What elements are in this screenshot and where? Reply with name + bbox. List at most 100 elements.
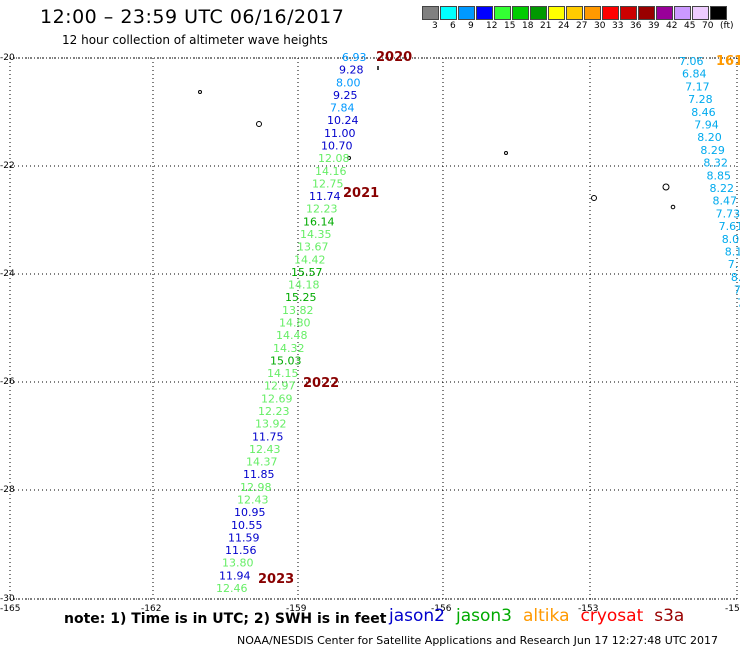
island-outline	[670, 204, 676, 210]
wave-height-value: 7.61	[719, 220, 740, 233]
satellite-name: altika	[523, 606, 570, 626]
latitude-label: -20	[0, 53, 15, 63]
wave-height-value: 8.20	[697, 131, 722, 144]
wave-height-value: 8.	[731, 271, 740, 284]
legend-label: 18	[522, 21, 534, 31]
legend-label: 27	[576, 21, 588, 31]
wave-height-value: 12.97	[264, 380, 296, 393]
wave-height-value: 7.28	[688, 93, 713, 106]
island-outline	[504, 151, 508, 155]
day-time-label: 2021	[343, 186, 379, 201]
wave-height-value: 11.56	[225, 544, 257, 557]
wave-height-value: 15.03	[270, 354, 302, 367]
wave-height-value: 15.57	[291, 266, 323, 279]
satellite-name: jason3	[456, 606, 512, 626]
wave-height-value: 7.84	[330, 102, 355, 115]
island-outline	[347, 156, 351, 160]
footer-note: note: 1) Time is in UTC; 2) SWH is in fe…	[64, 611, 387, 627]
legend-swatch	[692, 6, 709, 20]
wave-height-value: 11.00	[324, 127, 356, 140]
wave-height-value: 6.84	[682, 68, 707, 81]
legend-label: 3	[432, 21, 438, 31]
wave-height-value: 7.73	[716, 207, 740, 220]
legend-label: 15	[504, 21, 516, 31]
longitude-label: -156	[431, 604, 452, 614]
wave-height-value: 9.25	[333, 89, 358, 102]
day-time-label: 2022	[303, 376, 339, 391]
legend-swatch	[512, 6, 529, 20]
wave-height-value: 8.46	[691, 106, 716, 119]
island-outline	[198, 90, 202, 94]
island-outline	[662, 183, 670, 191]
legend-swatch	[638, 6, 655, 20]
wave-height-value: 7.	[728, 258, 739, 271]
longitude-label: -150	[725, 604, 740, 614]
legend-label: (ft)	[720, 21, 734, 31]
wave-height-value: 7.06	[679, 55, 704, 68]
wave-height-value: 11.94	[219, 569, 251, 582]
day-time-label: 2020	[376, 50, 412, 65]
day-time-label: 161	[716, 54, 740, 69]
legend-label: 33	[612, 21, 624, 31]
wave-height-value: 12.08	[318, 152, 350, 165]
longitude-label: -153	[578, 604, 598, 614]
color-legend: 3 6 9 12 15 18 21 24 27 30 33 36 39 42 45 70 (ft)	[422, 6, 734, 34]
wave-height-value: 7.17	[685, 80, 710, 93]
wave-height-value: 14.15	[267, 367, 299, 380]
wave-height-value: 12.75	[312, 177, 344, 190]
credit-line: NOAA/NESDIS Center for Satellite Applica…	[237, 634, 719, 647]
wave-height-value: 14.32	[273, 342, 305, 355]
legend-swatch	[566, 6, 583, 20]
wave-height-value: 14.18	[288, 279, 320, 292]
legend-swatch	[674, 6, 691, 20]
day-time-label: 2023	[258, 572, 294, 587]
latitude-label: -28	[0, 485, 15, 495]
wave-height-value: 11.85	[243, 468, 275, 481]
wave-height-value: 7.	[734, 284, 740, 297]
satellite-legend: jason2 jason3 altika cryosat s3a	[389, 606, 695, 626]
island-outline	[591, 195, 597, 201]
wave-height-value: 14.48	[276, 329, 308, 342]
wave-height-value: 11.74	[309, 190, 341, 203]
legend-label: 70	[702, 21, 714, 31]
altimeter-track-west: 6.939.288.009.257.8410.2411.0010.7012.08…	[216, 50, 412, 595]
wave-height-value: 13.82	[282, 304, 314, 317]
wave-height-value: 8.32	[703, 157, 728, 170]
wave-height-value: 11.75	[252, 430, 284, 443]
wave-height-value: 11.59	[228, 531, 260, 544]
altimeter-track-east: 7.066.847.177.288.467.948.208.298.328.85…	[679, 54, 740, 309]
wave-height-value: 8.07	[722, 233, 740, 246]
wave-height-value: 15.25	[285, 291, 317, 304]
wave-height-value: 12.43	[237, 494, 269, 507]
wave-height-value: 13.92	[255, 418, 287, 431]
wave-height-value: 10.55	[231, 519, 263, 532]
legend-label: 42	[666, 21, 678, 31]
legend-swatch	[548, 6, 565, 20]
legend-swatch	[602, 6, 619, 20]
wave-height-value: 8.00	[336, 76, 361, 89]
longitude-label: -165	[0, 604, 20, 614]
legend-label: 12	[486, 21, 498, 31]
legend-label: 45	[684, 21, 696, 31]
wave-height-value: 12.98	[240, 481, 272, 494]
wave-height-value: 12.23	[258, 405, 290, 418]
legend-swatch	[440, 6, 457, 20]
wave-height-value: 9.28	[339, 64, 364, 77]
latitude-label: -22	[0, 161, 15, 171]
legend-label: 36	[630, 21, 642, 31]
legend-swatch	[422, 6, 439, 20]
legend-label: 21	[540, 21, 552, 31]
satellite-name: jason2	[389, 606, 445, 626]
wave-height-value: 12.69	[261, 392, 293, 405]
legend-swatch	[656, 6, 673, 20]
island-outline	[256, 121, 262, 127]
wave-height-value: 6.93	[342, 51, 367, 64]
latitude-label: -30	[0, 594, 15, 604]
wave-height-value: 14.37	[246, 456, 278, 469]
wave-height-value: 14.42	[294, 253, 326, 266]
wave-height-value: 13.80	[222, 557, 254, 570]
wave-height-value: 12.23	[306, 203, 338, 216]
wave-height-value: 8.22	[710, 182, 735, 195]
islands	[198, 66, 676, 210]
